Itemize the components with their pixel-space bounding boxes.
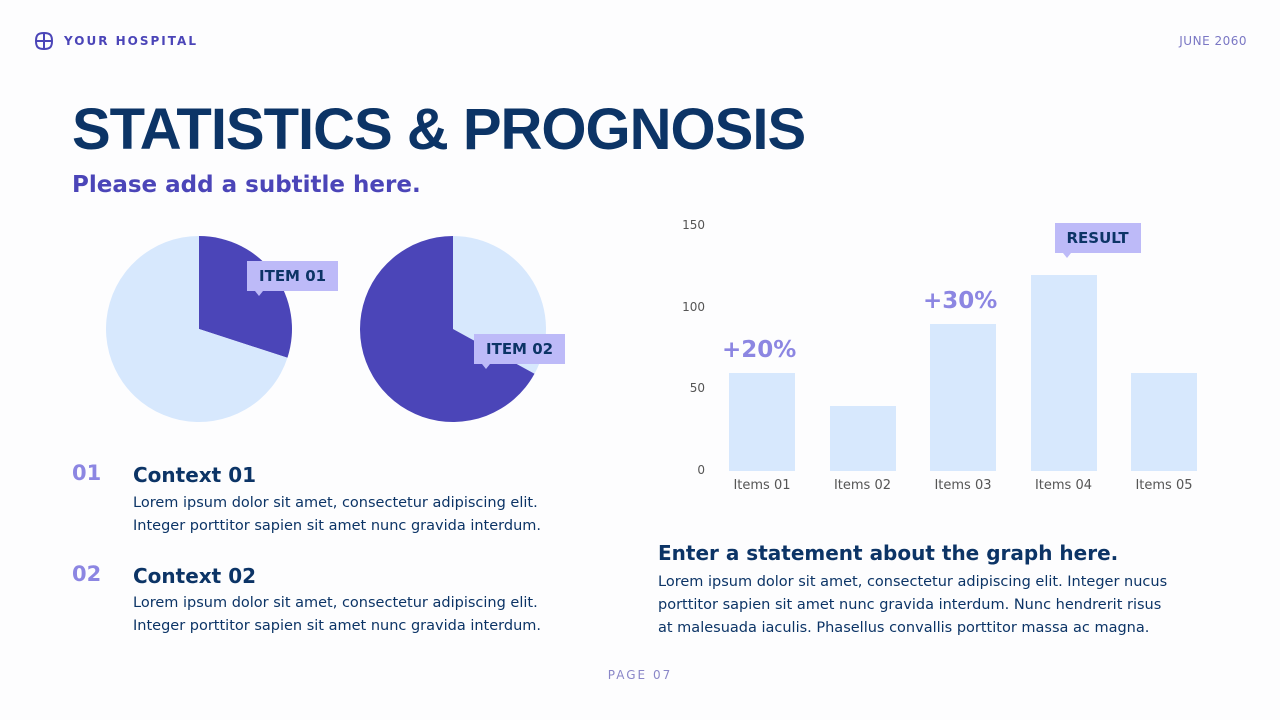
statement-title: Enter a statement about the graph here. [658, 541, 1119, 565]
y-tick-label: 150 [682, 218, 705, 232]
result-tag: RESULT [1054, 223, 1141, 258]
context-2-number: 02 [72, 562, 102, 586]
context-1-number: 01 [72, 461, 102, 485]
page-title: STATISTICS & PROGNOSIS [72, 97, 806, 162]
page-subtitle: Please add a subtitle here. [72, 172, 421, 198]
context-1-text: Lorem ipsum dolor sit amet, consectetur … [133, 495, 541, 534]
x-tick-label: Items 03 [934, 478, 992, 493]
brand: YOUR HOSPITAL [34, 31, 198, 51]
context-1-title: Context 01 [133, 463, 257, 487]
bar-annotation: +30% [923, 288, 998, 314]
pie-charts [105, 236, 547, 423]
y-tick-label: 100 [682, 299, 705, 314]
context-2-text: Lorem ipsum dolor sit amet, consectetur … [133, 595, 541, 634]
pie-2-label: ITEM 02 [474, 334, 566, 369]
bar [1131, 373, 1197, 471]
y-tick-label: 50 [689, 381, 705, 396]
bar [930, 324, 996, 471]
bar [1030, 275, 1097, 471]
x-tick-label: Items 02 [833, 478, 892, 493]
pie-slice [105, 236, 288, 423]
x-tick-label: Items 05 [1135, 478, 1193, 493]
bar [729, 373, 795, 471]
y-tick-label: 0 [697, 463, 705, 477]
statement-text: Lorem ipsum dolor sit amet, consectetur … [658, 574, 1168, 636]
pie-chart-1 [105, 236, 292, 423]
bar-annotation: +20% [722, 337, 797, 363]
pie-slice [199, 236, 292, 358]
pie-slice [360, 236, 535, 422]
x-tick-label: Items 01 [733, 478, 791, 493]
brand-name: YOUR HOSPITAL [64, 34, 198, 48]
x-tick-label: Items 04 [1034, 478, 1093, 493]
bar [829, 405, 896, 471]
context-2-title: Context 02 [133, 564, 257, 588]
pie-chart-2 [360, 236, 547, 422]
pie-1-label: ITEM 01 [247, 261, 339, 296]
hospital-logo-icon [34, 31, 54, 51]
date: JUNE 2060 [1179, 34, 1247, 48]
page-number: PAGE 07 [607, 668, 673, 682]
